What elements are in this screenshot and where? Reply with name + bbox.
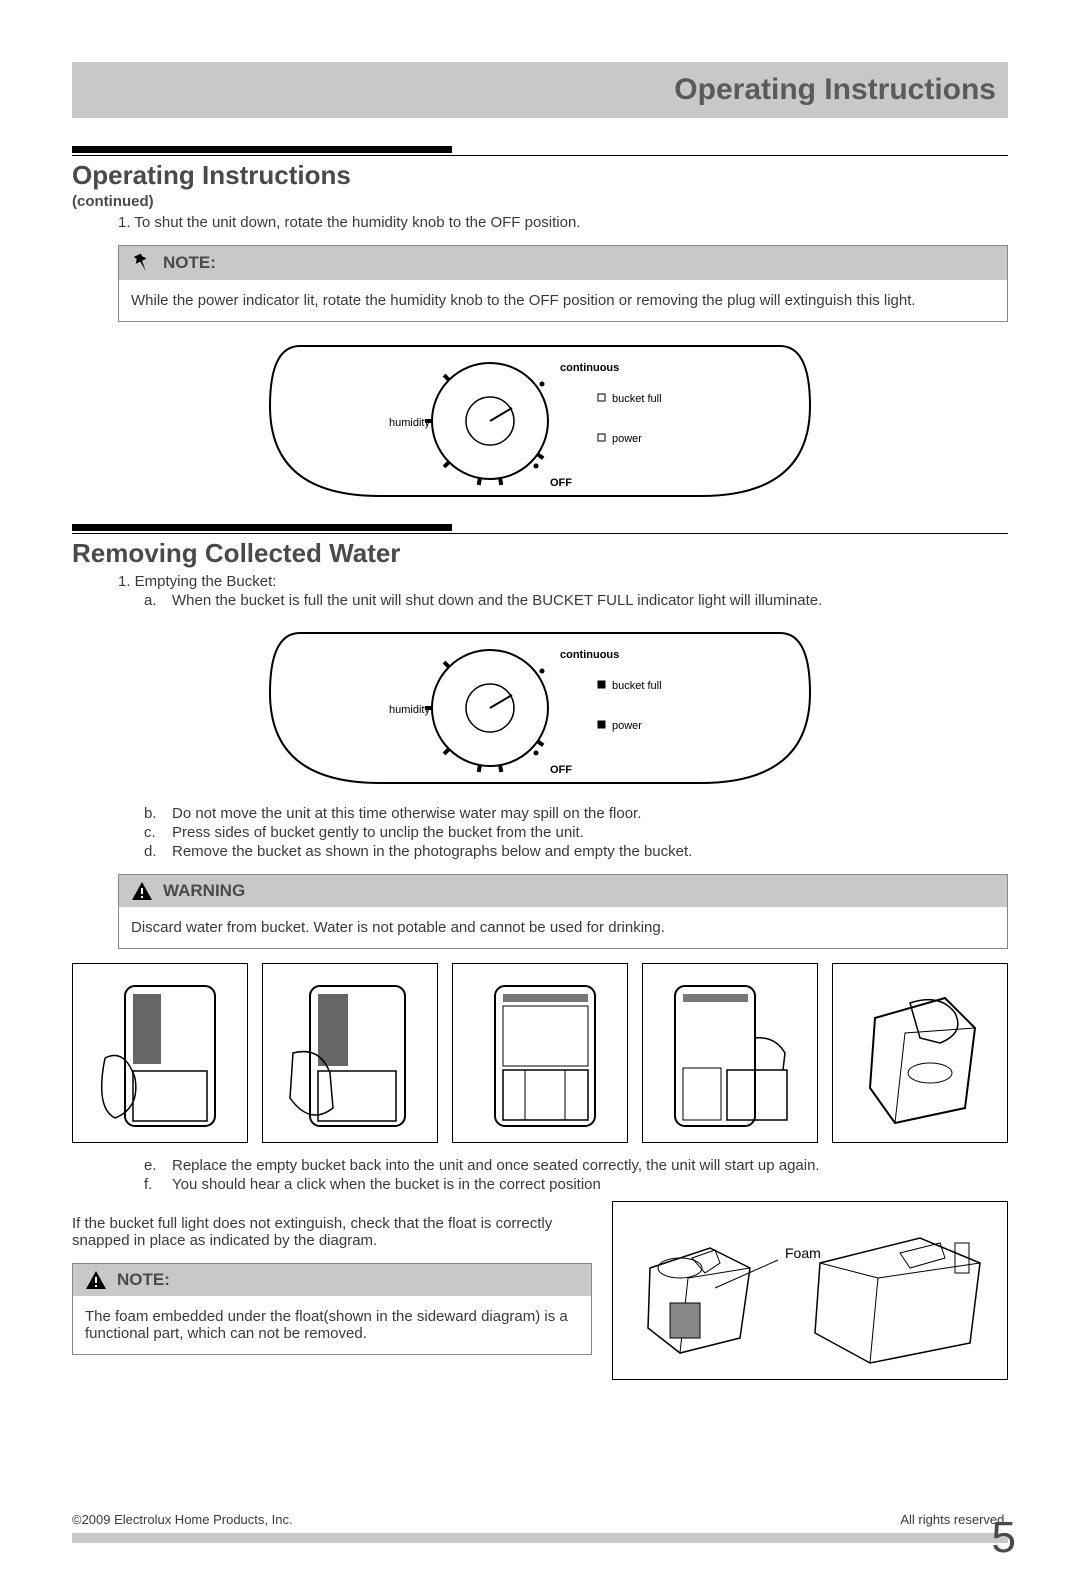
footer-line: ©2009 Electrolux Home Products, Inc. All… <box>72 1512 1008 1527</box>
section1-title: Operating Instructions <box>72 160 1008 191</box>
label-bucket-full: bucket full <box>612 393 662 405</box>
section1-step: 1. To shut the unit down, rotate the hum… <box>118 214 1008 231</box>
step-e: e.Replace the empty bucket back into the… <box>144 1157 1008 1174</box>
note-label: NOTE: <box>163 253 216 273</box>
photo-4 <box>642 963 818 1143</box>
control-panel-diagram-2: continuous humidity OFF bucket full powe… <box>260 623 820 793</box>
step-c-text: Press sides of bucket gently to unclip t… <box>172 824 584 841</box>
photo-1 <box>72 963 248 1143</box>
control-panel-diagram-1: continuous humidity OFF bucket full powe… <box>260 336 820 506</box>
lower-flex: If the bucket full light does not exting… <box>72 1201 1008 1380</box>
header-band: Operating Instructions <box>72 62 1008 118</box>
photo-2 <box>262 963 438 1143</box>
section-rule-thick <box>72 146 452 153</box>
photo-row <box>72 963 1008 1143</box>
warning-label: WARNING <box>163 881 245 901</box>
section-rule-thin <box>72 155 1008 156</box>
footer-bar <box>72 1533 1008 1543</box>
section2-step: 1. Emptying the Bucket: <box>118 573 1008 590</box>
label-off: OFF <box>550 477 572 489</box>
warning-triangle-icon <box>131 881 153 901</box>
float-diagram-box: Foam <box>612 1201 1008 1380</box>
photo-3 <box>452 963 628 1143</box>
step-f-text: You should hear a click when the bucket … <box>172 1176 601 1193</box>
float-diagram: Foam <box>619 1208 1001 1368</box>
step-f: f.You should hear a click when the bucke… <box>144 1176 1008 1193</box>
label-humidity-2: humidity <box>389 704 430 716</box>
note2-label: NOTE: <box>117 1270 170 1290</box>
warning-header: WARNING <box>119 875 1007 907</box>
step-b: b.Do not move the unit at this time othe… <box>144 805 1008 822</box>
step-c: c.Press sides of bucket gently to unclip… <box>144 824 1008 841</box>
float-paragraph: If the bucket full light does not exting… <box>72 1215 592 1249</box>
label-humidity: humidity <box>389 417 430 429</box>
note-header: NOTE: <box>119 246 1007 280</box>
step-e-text: Replace the empty bucket back into the u… <box>172 1157 820 1174</box>
page-number: 5 <box>992 1513 1016 1563</box>
copyright-text: ©2009 Electrolux Home Products, Inc. <box>72 1512 293 1527</box>
label-power-2: power <box>612 720 642 732</box>
step-d: d.Remove the bucket as shown in the phot… <box>144 843 1008 860</box>
section2-title: Removing Collected Water <box>72 538 1008 569</box>
section1-subtitle: (continued) <box>72 193 1008 210</box>
pushpin-icon <box>131 252 153 274</box>
label-off-2: OFF <box>550 764 572 776</box>
footer: ©2009 Electrolux Home Products, Inc. All… <box>72 1512 1008 1543</box>
label-continuous: continuous <box>560 362 619 374</box>
warning-callout: WARNING Discard water from bucket. Water… <box>118 874 1008 949</box>
content-area: Operating Instructions (continued) 1. To… <box>72 146 1008 1380</box>
photo-5 <box>832 963 1008 1143</box>
page-title: Operating Instructions <box>674 73 996 107</box>
note-callout: NOTE: While the power indicator lit, rot… <box>118 245 1008 322</box>
label-power: power <box>612 433 642 445</box>
warning-triangle-icon-2 <box>85 1270 107 1290</box>
note-body: While the power indicator lit, rotate th… <box>119 280 1007 321</box>
warning-body: Discard water from bucket. Water is not … <box>119 907 1007 948</box>
section2-rule-thin <box>72 533 1008 534</box>
note2-callout: NOTE: The foam embedded under the float(… <box>72 1263 592 1355</box>
step-a: a.When the bucket is full the unit will … <box>144 592 1008 609</box>
foam-label: Foam <box>785 1245 821 1261</box>
note2-body: The foam embedded under the float(shown … <box>73 1296 591 1354</box>
step-d-text: Remove the bucket as shown in the photog… <box>172 843 692 860</box>
note2-header: NOTE: <box>73 1264 591 1296</box>
lower-left-col: If the bucket full light does not exting… <box>72 1201 592 1380</box>
step-a-text: When the bucket is full the unit will sh… <box>172 592 822 609</box>
step-b-text: Do not move the unit at this time otherw… <box>172 805 641 822</box>
label-bucket-full-2: bucket full <box>612 680 662 692</box>
label-continuous-2: continuous <box>560 649 619 661</box>
section2-rule-thick <box>72 524 452 531</box>
